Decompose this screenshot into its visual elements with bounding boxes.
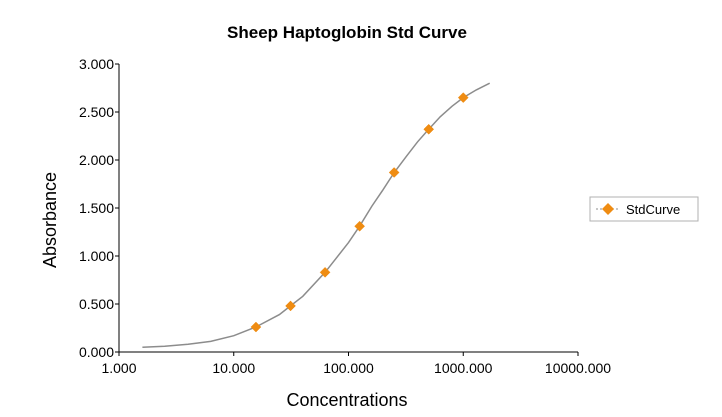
- chart-title: Sheep Haptoglobin Std Curve: [227, 23, 467, 42]
- y-axis-label: Absorbance: [40, 172, 60, 268]
- data-point: [250, 321, 262, 333]
- data-point: [354, 220, 365, 232]
- x-tick-label: 100.000: [323, 360, 374, 376]
- y-tick-label: 3.000: [79, 56, 114, 72]
- legend-marker: [602, 203, 614, 215]
- x-axis-label: Concentrations: [286, 390, 407, 410]
- y-tick-label: 2.500: [79, 104, 114, 120]
- fit-curve-line: [142, 82, 491, 348]
- y-tick-label: 2.000: [79, 152, 114, 168]
- y-tick-label: 0.500: [79, 296, 114, 312]
- data-point: [388, 167, 400, 178]
- axes: 0.000 0.500 1.000 1.500 2.000 2.500 3.000 1.000…: [79, 56, 611, 376]
- data-point: [457, 92, 469, 103]
- y-tick-label: 1.000: [79, 248, 114, 264]
- y-tick-label: 0.000: [79, 344, 114, 360]
- data-point: [285, 300, 296, 312]
- data-point: [423, 123, 435, 135]
- legend-label: StdCurve: [626, 202, 680, 217]
- legend-box: [589, 196, 699, 222]
- x-tick-label: 10000.000: [545, 360, 611, 376]
- y-tick-label: 1.500: [79, 200, 114, 216]
- data-point: [319, 266, 331, 278]
- x-tick-label: 1000.000: [434, 360, 493, 376]
- data-points: [250, 92, 469, 333]
- fit-curve-group: [142, 82, 491, 348]
- x-tick-label: 10.000: [212, 360, 255, 376]
- legend: StdCurve: [589, 196, 699, 222]
- x-tick-label: 1.000: [101, 360, 136, 376]
